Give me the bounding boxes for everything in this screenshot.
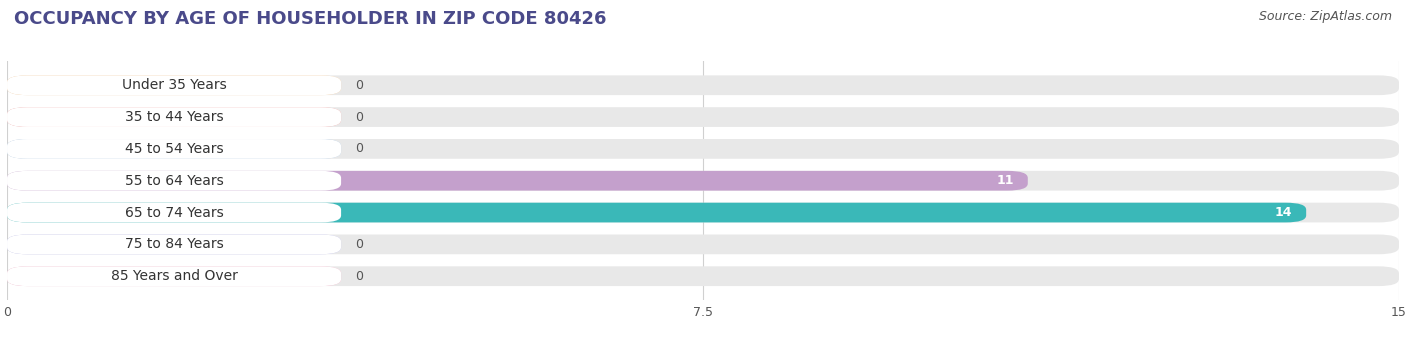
Text: 11: 11 xyxy=(997,174,1014,187)
FancyBboxPatch shape xyxy=(7,139,342,159)
FancyBboxPatch shape xyxy=(7,171,1028,191)
FancyBboxPatch shape xyxy=(7,171,342,191)
FancyBboxPatch shape xyxy=(7,203,1306,222)
FancyBboxPatch shape xyxy=(7,139,342,159)
FancyBboxPatch shape xyxy=(7,235,1399,254)
Text: 45 to 54 Years: 45 to 54 Years xyxy=(125,142,224,156)
Text: 0: 0 xyxy=(354,143,363,155)
FancyBboxPatch shape xyxy=(7,235,342,254)
FancyBboxPatch shape xyxy=(7,75,342,95)
FancyBboxPatch shape xyxy=(7,235,342,254)
FancyBboxPatch shape xyxy=(7,107,342,127)
Text: Under 35 Years: Under 35 Years xyxy=(122,78,226,92)
FancyBboxPatch shape xyxy=(7,266,342,286)
FancyBboxPatch shape xyxy=(7,266,1399,286)
Text: OCCUPANCY BY AGE OF HOUSEHOLDER IN ZIP CODE 80426: OCCUPANCY BY AGE OF HOUSEHOLDER IN ZIP C… xyxy=(14,10,606,28)
Text: 85 Years and Over: 85 Years and Over xyxy=(111,269,238,283)
Text: Source: ZipAtlas.com: Source: ZipAtlas.com xyxy=(1258,10,1392,23)
Text: 14: 14 xyxy=(1275,206,1292,219)
FancyBboxPatch shape xyxy=(7,266,342,286)
FancyBboxPatch shape xyxy=(7,171,1399,191)
Text: 0: 0 xyxy=(354,238,363,251)
FancyBboxPatch shape xyxy=(7,107,1399,127)
FancyBboxPatch shape xyxy=(7,75,342,95)
Text: 55 to 64 Years: 55 to 64 Years xyxy=(125,174,224,188)
FancyBboxPatch shape xyxy=(7,75,1399,95)
FancyBboxPatch shape xyxy=(7,139,1399,159)
FancyBboxPatch shape xyxy=(7,203,1399,222)
Text: 0: 0 xyxy=(354,79,363,92)
FancyBboxPatch shape xyxy=(7,203,342,222)
Text: 0: 0 xyxy=(354,270,363,283)
Text: 65 to 74 Years: 65 to 74 Years xyxy=(125,206,224,220)
Text: 35 to 44 Years: 35 to 44 Years xyxy=(125,110,224,124)
Text: 0: 0 xyxy=(354,110,363,123)
FancyBboxPatch shape xyxy=(7,107,342,127)
Text: 75 to 84 Years: 75 to 84 Years xyxy=(125,237,224,251)
